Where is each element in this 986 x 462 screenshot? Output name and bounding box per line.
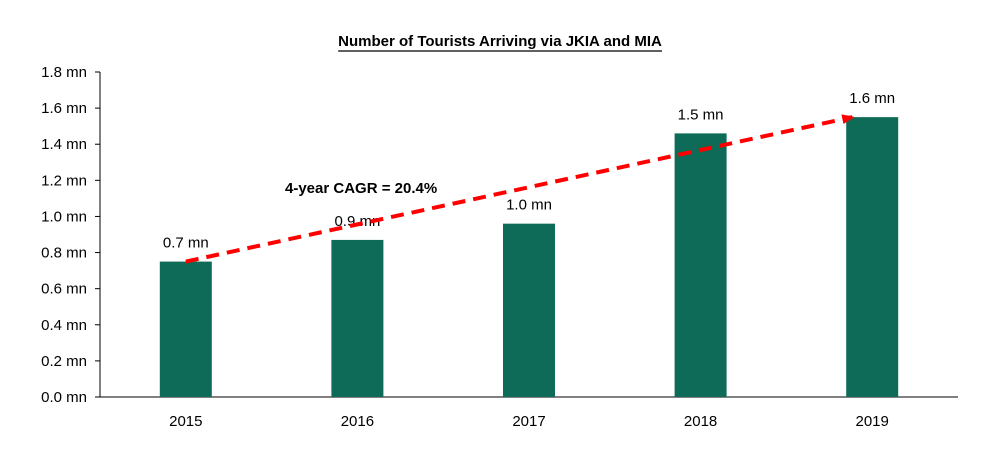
y-tick-label: 0.8 mn (41, 245, 87, 262)
data-label: 0.7 mn (163, 235, 209, 252)
x-tick-label: 2019 (856, 413, 889, 430)
bar (674, 133, 727, 397)
x-tick-label: 2015 (169, 413, 202, 430)
x-tick-label: 2018 (684, 413, 717, 430)
data-label: 1.5 mn (678, 106, 724, 123)
bar (159, 261, 212, 397)
x-tick-label: 2016 (341, 413, 374, 430)
y-tick-label: 1.0 mn (41, 208, 87, 225)
y-axis: 0.0 mn 0.2 mn 0.4 mn 0.6 mn 0.8 mn 1.0 mn 1.2 … (41, 64, 101, 406)
y-tick-label: 1.8 mn (41, 64, 87, 81)
bars (159, 117, 899, 397)
bar (503, 223, 555, 397)
data-label: 0.9 mn (334, 213, 380, 230)
y-tick-label: 0.6 mn (41, 281, 87, 298)
y-tick-label: 1.2 mn (41, 172, 87, 189)
y-tick-label: 1.4 mn (41, 136, 87, 153)
cagr-label: 4-year CAGR = 20.4% (285, 180, 437, 197)
x-axis: 2015 2016 2017 2018 2019 (100, 396, 958, 430)
y-tick-label: 0.0 mn (41, 389, 87, 406)
chart-title: Number of Tourists Arriving via JKIA and… (338, 33, 662, 50)
data-label: 1.6 mn (849, 90, 895, 107)
data-label: 1.0 mn (506, 197, 552, 214)
bar (846, 117, 899, 397)
trend-arrow (185, 114, 855, 264)
y-tick-label: 0.4 mn (41, 317, 87, 334)
x-tick-label: 2017 (512, 413, 545, 430)
y-tick-label: 0.2 mn (41, 353, 87, 370)
data-labels: 0.7 mn 0.9 mn 1.0 mn 1.5 mn 1.6 mn (163, 90, 895, 251)
bar (331, 239, 384, 397)
trend-annotation: 4-year CAGR = 20.4% (185, 114, 855, 264)
y-tick-label: 1.6 mn (41, 100, 87, 117)
